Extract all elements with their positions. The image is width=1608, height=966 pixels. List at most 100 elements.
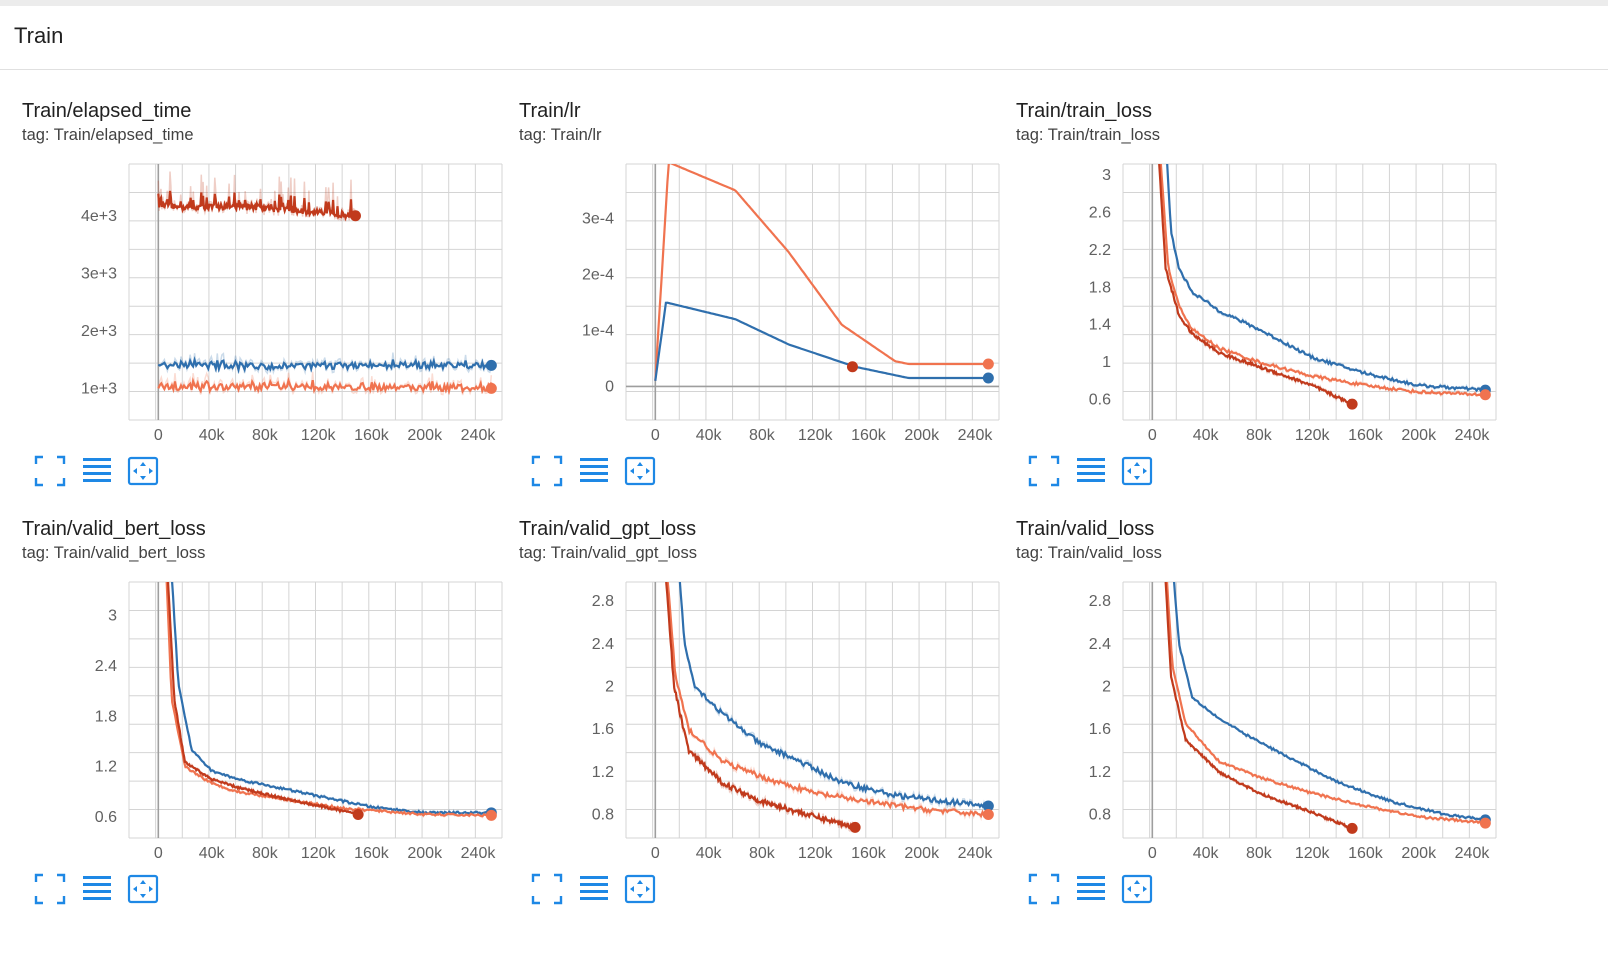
log-scale-button[interactable] (576, 871, 612, 907)
x-tick-label: 0 (651, 845, 660, 862)
line-chart[interactable]: 0 40k 80k 120k 160k 200k 240k 0.6 1 1.4 1.8 2.2 2.6 3 (1016, 156, 1516, 456)
fit-domain-button[interactable] (622, 871, 658, 907)
x-tick-label: 160k (851, 845, 887, 862)
series-line[interactable] (1159, 156, 1487, 397)
line-chart[interactable]: 0 40k 80k 120k 160k 200k 240k 0.8 1.2 1.6 2 2.4 2.8 (519, 574, 1019, 874)
series-line[interactable] (157, 356, 493, 374)
series-line[interactable] (654, 162, 989, 381)
log-scale-button[interactable] (1073, 871, 1109, 907)
series-line[interactable] (1172, 574, 1486, 822)
series-line[interactable] (157, 190, 357, 222)
fit-to-card-button[interactable] (1026, 871, 1062, 907)
series-line[interactable] (1158, 156, 1354, 408)
card-actions (32, 453, 232, 489)
y-tick-label: 3e+3 (81, 265, 117, 282)
series-raw-line (654, 164, 989, 381)
fit-to-card-button[interactable] (529, 453, 565, 489)
y-tick-label: 2.8 (592, 593, 614, 610)
fit-to-card-icon (1026, 871, 1062, 907)
x-tick-label: 200k (407, 427, 443, 444)
y-tick-label: 2.4 (95, 658, 117, 675)
log-scale-button[interactable] (79, 871, 115, 907)
fit-to-card-icon (32, 871, 68, 907)
series-line[interactable] (666, 574, 989, 819)
fit-to-card-button[interactable] (1026, 453, 1062, 489)
x-tick-label: 40k (1193, 845, 1220, 862)
log-scale-button[interactable] (576, 453, 612, 489)
line-chart[interactable]: 0 40k 80k 120k 160k 200k 240k 0.6 1.2 1.8 2.4 3 (22, 574, 522, 874)
line-chart[interactable]: 0 40k 80k 120k 160k 200k 240k 1e+3 2e+3 3e+3 4e+3 (22, 156, 522, 456)
series-line[interactable] (166, 574, 359, 818)
series-line[interactable] (678, 574, 990, 809)
fit-domain-button[interactable] (125, 453, 161, 489)
y-tick-label: 1.8 (95, 708, 117, 725)
series-line[interactable] (654, 301, 989, 381)
series-end-dot (349, 210, 361, 222)
log-scale-button[interactable] (1073, 453, 1109, 489)
series-end-dot (846, 361, 858, 373)
y-tick-label: 1.6 (1089, 721, 1111, 738)
chart-grid (128, 581, 503, 839)
fit-to-card-button[interactable] (32, 453, 68, 489)
x-tick-label: 80k (1246, 845, 1273, 862)
y-tick-label: 4e+3 (81, 208, 117, 225)
chart-grid (1122, 581, 1497, 839)
scalar-card: Train/lr tag: Train/lr 0 40k 80k 120k 160k 200k… (519, 100, 1019, 520)
card-tag: tag: Train/train_loss (1016, 126, 1160, 144)
x-tick-label: 160k (1348, 427, 1384, 444)
series-line[interactable] (665, 574, 856, 833)
x-tick-label: 0 (154, 427, 163, 444)
fit-domain-button[interactable] (125, 871, 161, 907)
toggle-log-scale-icon (1073, 871, 1109, 907)
x-tick-label: 80k (252, 845, 279, 862)
series-end-dot (352, 808, 364, 820)
series-line[interactable] (1166, 156, 1486, 393)
section-title: Train (14, 23, 64, 48)
log-scale-button[interactable] (79, 453, 115, 489)
x-tick-label: 200k (1401, 427, 1437, 444)
line-chart[interactable]: 0 40k 80k 120k 160k 200k 240k 0 1e-4 2e-4 3e-4 (519, 156, 1019, 456)
y-tick-label: 2e-4 (582, 266, 614, 283)
y-tick-label: 1e+3 (81, 380, 117, 397)
series-line[interactable] (165, 574, 492, 818)
x-tick-label: 200k (904, 845, 940, 862)
card-title: Train/valid_loss (1016, 518, 1155, 540)
x-tick-label: 40k (696, 845, 723, 862)
toggle-log-scale-icon (79, 871, 115, 907)
fit-to-card-icon (529, 871, 565, 907)
series-end-dot (485, 382, 497, 394)
x-tick-label: 80k (1246, 427, 1273, 444)
fit-to-card-icon (1026, 453, 1062, 489)
y-tick-label: 3 (1102, 167, 1111, 184)
card-tag: tag: Train/elapsed_time (22, 126, 194, 144)
card-title: Train/elapsed_time (22, 100, 192, 122)
card-tag: tag: Train/valid_gpt_loss (519, 544, 697, 562)
y-tick-label: 2 (1102, 679, 1111, 696)
x-tick-label: 40k (199, 427, 226, 444)
line-chart[interactable]: 0 40k 80k 120k 160k 200k 240k 0.8 1.2 1.6 2 2.4 2.8 (1016, 574, 1516, 874)
series-line[interactable] (1164, 574, 1353, 831)
series-end-dot (1346, 398, 1358, 410)
y-tick-label: 1.4 (1089, 317, 1111, 334)
fit-to-card-button[interactable] (529, 871, 565, 907)
series-line[interactable] (157, 376, 493, 395)
fit-domain-button[interactable] (1119, 453, 1155, 489)
x-tick-label: 120k (1295, 427, 1331, 444)
fit-to-card-button[interactable] (32, 871, 68, 907)
x-tick-label: 0 (1148, 845, 1157, 862)
series-line[interactable] (171, 575, 492, 816)
series-line[interactable] (1165, 574, 1486, 825)
fit-domain-button[interactable] (622, 453, 658, 489)
series-raw-line (679, 582, 990, 811)
top-strip (0, 0, 1608, 6)
x-tick-label: 120k (1295, 845, 1331, 862)
x-tick-label: 240k (958, 427, 994, 444)
card-actions (1026, 871, 1226, 907)
section-header[interactable]: Train (0, 6, 1608, 70)
x-tick-label: 0 (154, 845, 163, 862)
series-end-dot (982, 809, 994, 821)
y-tick-label: 0.6 (1089, 391, 1111, 408)
x-tick-label: 240k (1455, 845, 1491, 862)
x-tick-label: 0 (1148, 427, 1157, 444)
fit-domain-button[interactable] (1119, 871, 1155, 907)
